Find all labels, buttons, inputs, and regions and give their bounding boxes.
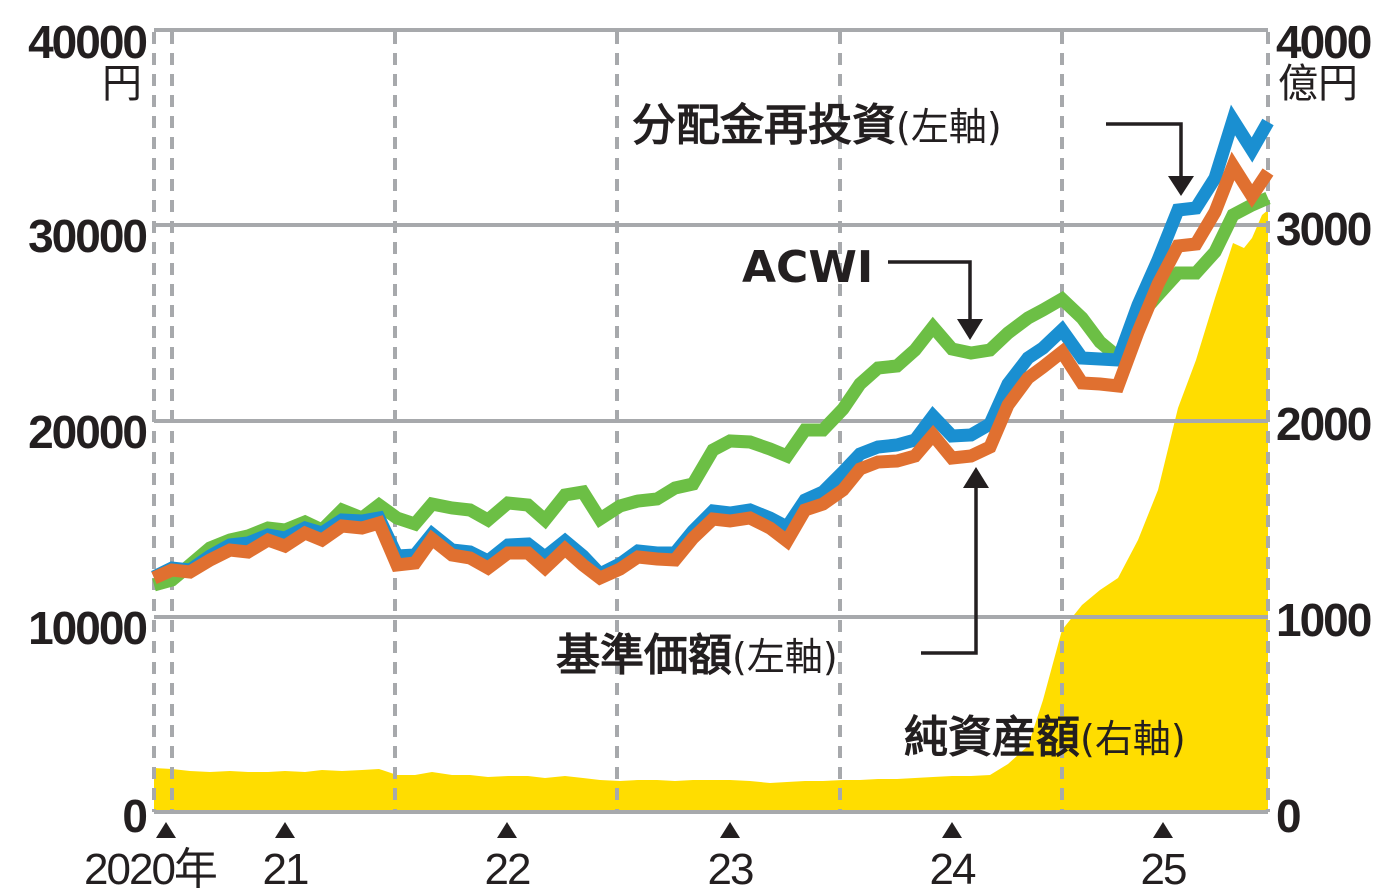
x-tick-marker-2025 (1153, 822, 1173, 838)
x-tick-marker-2024 (942, 822, 962, 838)
net-assets-area (154, 210, 1268, 812)
annotation-assets-sub: (右軸) (1080, 717, 1186, 761)
annotation-acwi: ACWI (742, 242, 983, 340)
left-axis: 40000 円 30000 20000 10000 0 (28, 16, 148, 842)
annotation-reinvest-label: 分配金再投資(左軸) (632, 100, 1002, 151)
x-label-2021: 21 (263, 845, 308, 894)
vertical-dashed-gridlines (152, 32, 1270, 812)
annotation-nav: 基準価額(左軸) (556, 467, 989, 681)
right-tick-3000: 3000 (1276, 203, 1371, 255)
arrow-head-acwi (957, 319, 983, 340)
x-tick-marker-2023 (720, 822, 740, 838)
x-tick-marker-2020 (156, 822, 176, 838)
annotation-assets-main: 純資産額 (904, 712, 1080, 763)
right-tick-0: 0 (1276, 790, 1300, 842)
annotation-reinvest-main: 分配金再投資 (632, 100, 896, 151)
annotation-dividend-reinvested: 分配金再投資(左軸) (632, 100, 1194, 196)
arrow-head-nav (963, 467, 989, 488)
right-tick-1000: 1000 (1276, 594, 1371, 646)
left-tick-40000: 40000 (28, 16, 146, 68)
acwi-line (152, 192, 1271, 592)
left-axis-unit: 円 (102, 61, 142, 107)
right-axis-unit: 億円 (1278, 61, 1358, 107)
annotation-nav-main: 基準価額 (556, 630, 732, 681)
right-tick-4000: 4000 (1276, 16, 1371, 68)
x-label-2023: 23 (708, 845, 753, 894)
x-tick-marker-2021 (275, 822, 295, 838)
annotation-assets-label: 純資産額(右軸) (904, 712, 1186, 763)
nav-line (151, 151, 1274, 586)
annotation-reinvest-sub: (左軸) (896, 105, 1002, 149)
x-label-2024: 24 (930, 845, 976, 894)
annotation-nav-label: 基準価額(左軸) (556, 630, 838, 681)
left-tick-30000: 30000 (28, 210, 146, 262)
right-axis: 4000 億円 3000 2000 1000 0 (1276, 16, 1373, 842)
x-tick-marker-2022 (497, 822, 517, 838)
arrow-line-acwi (888, 260, 972, 322)
annotation-nav-sub: (左軸) (732, 635, 838, 679)
annotation-net-assets: 純資産額(右軸) (904, 712, 1186, 763)
left-tick-20000: 20000 (28, 406, 146, 458)
arrow-line-reinvest (1106, 122, 1183, 178)
x-axis: 2020年 21 22 23 24 25 (84, 822, 1188, 894)
x-label-2025: 25 (1141, 845, 1186, 894)
arrow-line-nav (921, 486, 978, 655)
left-tick-10000: 10000 (28, 602, 146, 654)
x-label-2020: 2020年 (84, 845, 216, 894)
left-tick-0: 0 (122, 790, 146, 842)
horizontal-gridlines (154, 28, 1268, 814)
right-tick-2000: 2000 (1276, 398, 1371, 450)
x-label-2022: 22 (485, 845, 530, 894)
annotation-acwi-label: ACWI (742, 242, 873, 293)
arrow-head-reinvest (1168, 176, 1194, 196)
